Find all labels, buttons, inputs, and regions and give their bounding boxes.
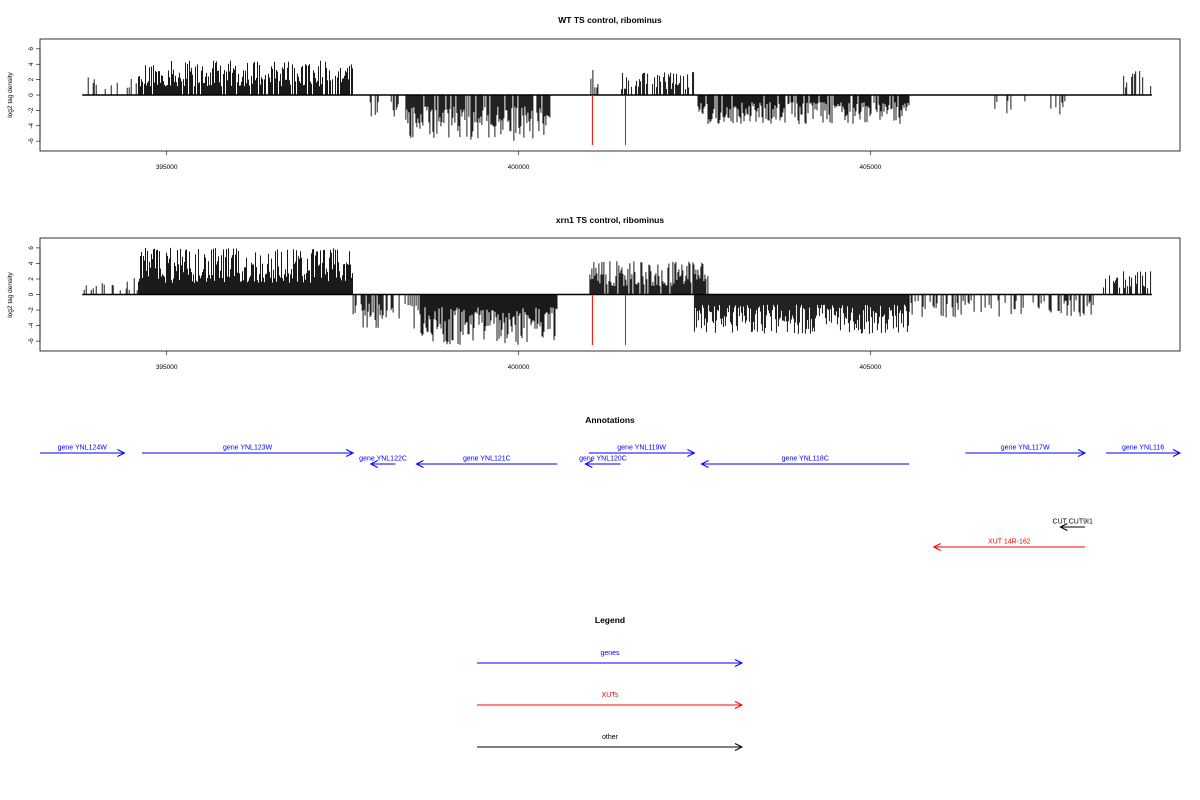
gene-feature-arrowhead	[369, 460, 378, 468]
legend: Legend genes XUTs other	[477, 615, 744, 751]
legend-genes-label: genes	[600, 650, 620, 657]
annotation-features: gene YNL124W gene YNL123W gene YNL122C gene…	[40, 445, 1182, 551]
wt-position-markers	[591, 95, 626, 145]
xrn1-y-tick-label: 2	[28, 277, 35, 281]
xrn1-y-axis-label: log2 tag density	[7, 271, 14, 317]
legend-item-other: other	[477, 734, 744, 751]
gene-feature: gene YNL117W	[965, 445, 1087, 457]
wt-panel: WT TS control, ribominus log2 tag densit…	[7, 15, 1181, 171]
gene-feature-label: gene YNL117W	[1001, 445, 1050, 452]
gene-feature: gene YNL121C	[415, 456, 558, 468]
legend-item-genes: genes	[477, 650, 744, 667]
xrn1-y-tick-label: 0	[28, 292, 35, 296]
xrn1-x-tick-label: 400000	[508, 364, 530, 371]
xrn1-x-tick-label: 405000	[860, 364, 882, 371]
gene-feature-label: gene YNL120C	[579, 456, 627, 463]
xrn1-y-ticks: -6 -4 -2 0 2 4 6	[28, 246, 41, 344]
gene-feature-label: gene YNL122C	[359, 456, 407, 463]
xut-feature: XUT 14R-162	[932, 539, 1085, 551]
xrn1-position-markers	[591, 294, 626, 345]
legend-xuts-arrowhead	[734, 701, 744, 709]
gene-feature: gene YNL119W	[588, 445, 696, 457]
wt-y-tick-label: 2	[28, 77, 35, 81]
legend-other-arrowhead	[734, 743, 744, 751]
other-feature-label: CUT CUT9I1	[1053, 519, 1093, 526]
wt-y-axis-label: log2 tag density	[7, 71, 14, 117]
legend-item-xuts: XUTs	[477, 692, 744, 709]
gene-feature-arrowhead	[117, 449, 126, 457]
gene-feature-arrowhead	[1077, 449, 1087, 457]
wt-y-tick-label: 6	[28, 47, 35, 51]
gene-feature-label: gene YNL121C	[463, 456, 511, 463]
gene-feature-label: gene YNL116	[1122, 445, 1164, 452]
wt-y-tick-label: -2	[28, 107, 35, 113]
gene-feature: gene YNL118C	[700, 456, 910, 468]
xrn1-y-tick-label: -6	[28, 338, 35, 344]
xrn1-y-tick-label: 6	[28, 246, 35, 250]
wt-x-tick-label: 395000	[156, 164, 178, 171]
annotations-title: Annotations	[585, 415, 635, 425]
other-feature: CUT CUT9I1	[1053, 519, 1093, 531]
xrn1-x-ticks: 395000 400000 405000	[156, 351, 882, 371]
xrn1-y-tick-label: -2	[28, 307, 35, 313]
gene-feature-arrowhead	[1172, 449, 1182, 457]
gene-feature-arrowhead	[584, 460, 593, 468]
legend-other-label: other	[602, 734, 619, 741]
wt-y-ticks: -6 -4 -2 0 2 4 6	[28, 47, 41, 144]
gene-feature-arrowhead	[687, 449, 696, 457]
xrn1-x-tick-label: 395000	[156, 364, 178, 371]
xut-feature-arrowhead	[932, 543, 941, 551]
wt-signal-bars	[87, 60, 1152, 141]
gene-feature: gene YNL122C	[359, 456, 407, 468]
xrn1-y-tick-label: -4	[28, 322, 35, 328]
gene-feature-arrowhead	[415, 460, 424, 468]
legend-items: genes XUTs other	[477, 650, 744, 751]
annotations-track: Annotations gene YNL124W gene YNL123Wgene…	[40, 415, 1182, 551]
xut-feature-label: XUT 14R-162	[988, 539, 1031, 546]
wt-x-tick-label: 400000	[508, 164, 530, 171]
gene-feature-arrowhead	[700, 460, 709, 468]
gene-feature-label: gene YNL123W	[223, 445, 273, 452]
other-feature-arrowhead	[1059, 523, 1068, 531]
gene-feature-arrowhead	[345, 449, 355, 457]
wt-x-tick-label: 405000	[860, 164, 882, 171]
xrn1-y-tick-label: 4	[28, 261, 35, 265]
wt-panel-title: WT TS control, ribominus	[558, 15, 662, 25]
gene-feature-label: gene YNL124W	[58, 445, 108, 452]
xrn1-panel: xrn1 TS control, ribominus log2 tag dens…	[7, 215, 1181, 371]
xrn1-signal-bars	[83, 247, 1152, 345]
gene-feature-label: gene YNL118C	[782, 456, 829, 463]
gene-feature: gene YNL120C	[579, 456, 627, 468]
legend-title: Legend	[595, 615, 625, 625]
legend-genes-arrowhead	[734, 659, 744, 667]
xrn1-panel-title: xrn1 TS control, ribominus	[556, 215, 664, 225]
gene-feature: gene YNL123W	[142, 445, 355, 457]
wt-y-tick-label: 0	[28, 93, 35, 97]
gene-feature: gene YNL124W	[40, 445, 126, 457]
legend-xuts-label: XUTs	[602, 692, 619, 699]
wt-y-tick-label: -6	[28, 138, 35, 144]
gene-feature: gene YNL116	[1106, 445, 1182, 457]
wt-y-tick-label: 4	[28, 62, 35, 66]
wt-x-ticks: 395000 400000 405000	[156, 151, 882, 171]
wt-y-tick-label: -4	[28, 122, 35, 128]
gene-feature-label: gene YNL119W	[617, 445, 666, 452]
